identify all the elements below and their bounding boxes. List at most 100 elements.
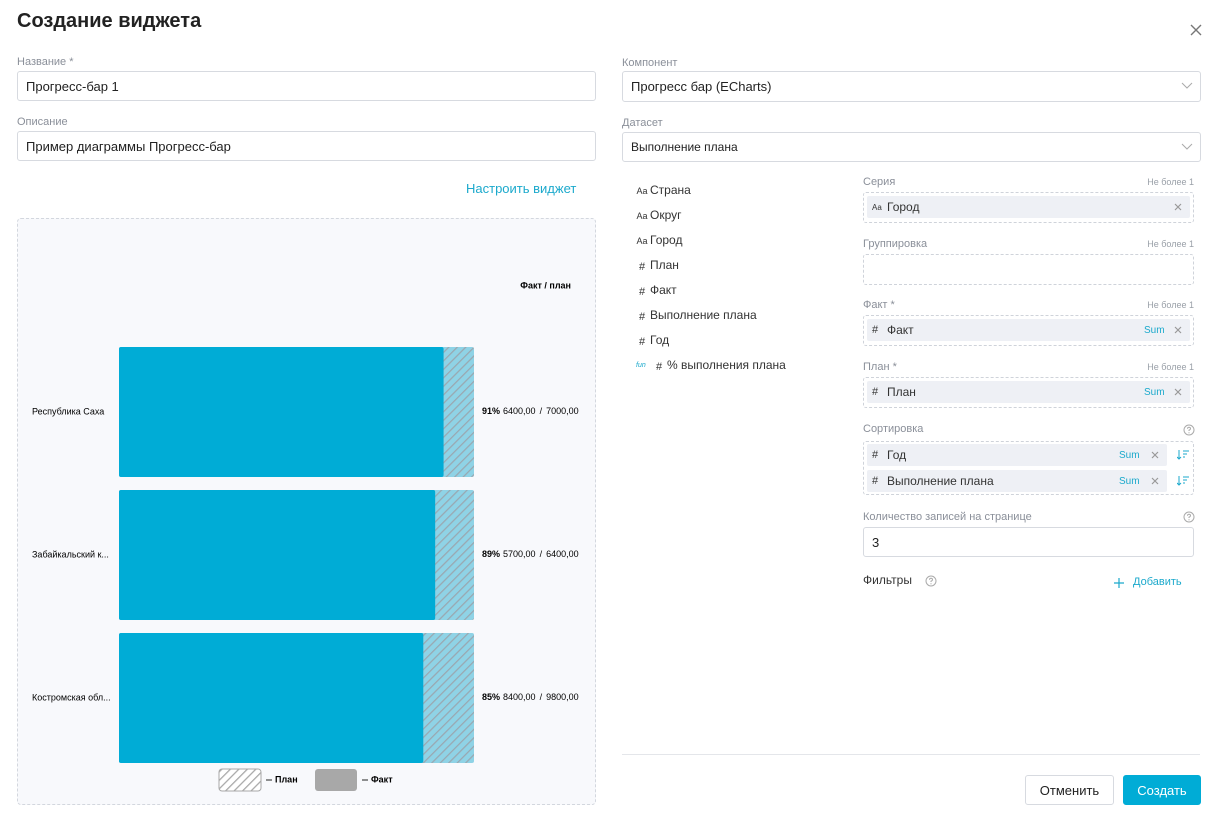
separator: / (540, 692, 543, 702)
name-input[interactable]: Прогресс-бар 1 (17, 71, 596, 101)
dataset-field[interactable]: План (650, 258, 679, 272)
legend-label: План (275, 774, 298, 784)
dataset-field[interactable]: Страна (650, 183, 691, 197)
dataset-select[interactable]: Выполнение плана (622, 132, 1201, 162)
dataset-field[interactable]: Округ (650, 208, 682, 222)
component-select[interactable]: Прогресс бар (ECharts) (622, 71, 1201, 102)
legend-label: Факт (371, 774, 393, 784)
chip-icon: # (872, 324, 878, 336)
section-limit: Не более 1 (1147, 177, 1194, 187)
help-icon (1183, 424, 1195, 436)
field-icon: # (636, 336, 648, 348)
add-filter[interactable]: Добавить (1133, 576, 1182, 588)
sort-button[interactable] (1177, 449, 1189, 461)
drop-zone (863, 254, 1194, 285)
remove-button[interactable] (1149, 475, 1161, 487)
dropdown-arrow (1181, 82, 1193, 90)
remove-button[interactable] (1172, 386, 1184, 398)
help-icon (925, 575, 937, 587)
add-icon[interactable] (1113, 577, 1125, 589)
dialog-title: Создание виджета (17, 10, 201, 33)
separator: / (540, 549, 543, 559)
configure-link[interactable]: Настроить виджет (466, 181, 576, 196)
field-icon: Aa (636, 186, 648, 196)
fact-bar (119, 347, 444, 477)
chip-icon: # (872, 475, 878, 487)
fact-bar (119, 633, 423, 763)
remove-button[interactable] (1149, 449, 1161, 461)
plan-label: 6400,00 (546, 549, 579, 559)
field-icon: # (636, 311, 648, 323)
chip-label: Выполнение плана (887, 474, 994, 488)
field-icon: # (636, 261, 648, 273)
dataset-field[interactable]: Город (650, 233, 682, 247)
chart: Факт / план Республика Саха91%6400,00/70… (17, 218, 596, 805)
dataset-field[interactable]: % выполнения плана (667, 358, 786, 372)
value-label: 85%8400,00 /9800,00 (482, 692, 579, 702)
create-button[interactable]: Создать (1123, 775, 1201, 805)
field-icon: Aa (636, 211, 648, 221)
aggregation[interactable]: Sum (1144, 387, 1165, 398)
field-label: Название * (17, 56, 74, 68)
filters-label: Фильтры (863, 573, 912, 587)
chart-title: Факт / план (520, 280, 571, 290)
legend-swatch (219, 769, 261, 791)
section-label: Сортировка (863, 423, 923, 435)
percent-label: 91% (482, 406, 500, 416)
chip-icon: # (872, 449, 878, 461)
remove-button[interactable] (1172, 324, 1184, 336)
aggregation[interactable]: Sum (1144, 325, 1165, 336)
field-icon: # (636, 286, 648, 298)
value-label: 91%6400,00 /7000,00 (482, 406, 579, 416)
percent-label: 85% (482, 692, 500, 702)
category-label: Забайкальский к... (32, 549, 109, 559)
category-label: Республика Саха (32, 406, 104, 416)
chip-label: Год (887, 448, 906, 462)
chip-icon: Aa (872, 203, 882, 212)
field-icon: # (653, 361, 665, 373)
chip-label: Город (887, 200, 919, 214)
function-icon: fun (636, 362, 646, 369)
section-limit: Не более 1 (1147, 300, 1194, 310)
fact-label: 5700,00 (503, 549, 536, 559)
chip-label: Факт (887, 323, 914, 337)
percent-label: 89% (482, 549, 500, 559)
section-label: Серия (863, 176, 895, 188)
section-limit: Не более 1 (1147, 239, 1194, 249)
field-label: Датасет (622, 117, 663, 129)
section-label: План * (863, 361, 897, 373)
field-icon: Aa (636, 236, 648, 246)
legend-swatch (315, 769, 357, 791)
aggregation[interactable]: Sum (1119, 450, 1140, 461)
separator: / (540, 406, 543, 416)
fact-bar (119, 490, 435, 620)
chip (867, 319, 1190, 341)
value-label: 89%5700,00 /6400,00 (482, 549, 579, 559)
dataset-field[interactable]: Год (650, 333, 669, 347)
help-icon (1183, 511, 1195, 523)
fact-label: 6400,00 (503, 406, 536, 416)
plan-label: 9800,00 (546, 692, 579, 702)
description-input[interactable]: Пример диаграммы Прогресс-бар (17, 131, 596, 161)
dataset-field[interactable]: Выполнение плана (650, 308, 757, 322)
sort-button[interactable] (1177, 475, 1189, 487)
close-button[interactable] (1189, 23, 1203, 37)
section-label: Факт * (863, 299, 895, 311)
section-label: Группировка (863, 238, 927, 250)
remove-button[interactable] (1172, 201, 1184, 213)
fact-label: 8400,00 (503, 692, 536, 702)
field-label: Описание (17, 116, 68, 128)
divider (622, 754, 1200, 755)
cancel-button[interactable]: Отменить (1025, 775, 1114, 805)
field-label: Компонент (622, 57, 677, 69)
section-limit: Не более 1 (1147, 362, 1194, 372)
aggregation[interactable]: Sum (1119, 476, 1140, 487)
dropdown-arrow (1181, 143, 1193, 151)
plan-label: 7000,00 (546, 406, 579, 416)
chip-label: План (887, 385, 916, 399)
page-size-input[interactable]: 3 (863, 527, 1194, 557)
chip-icon: # (872, 386, 878, 398)
dataset-field[interactable]: Факт (650, 283, 677, 297)
category-label: Костромская обл... (32, 692, 111, 702)
